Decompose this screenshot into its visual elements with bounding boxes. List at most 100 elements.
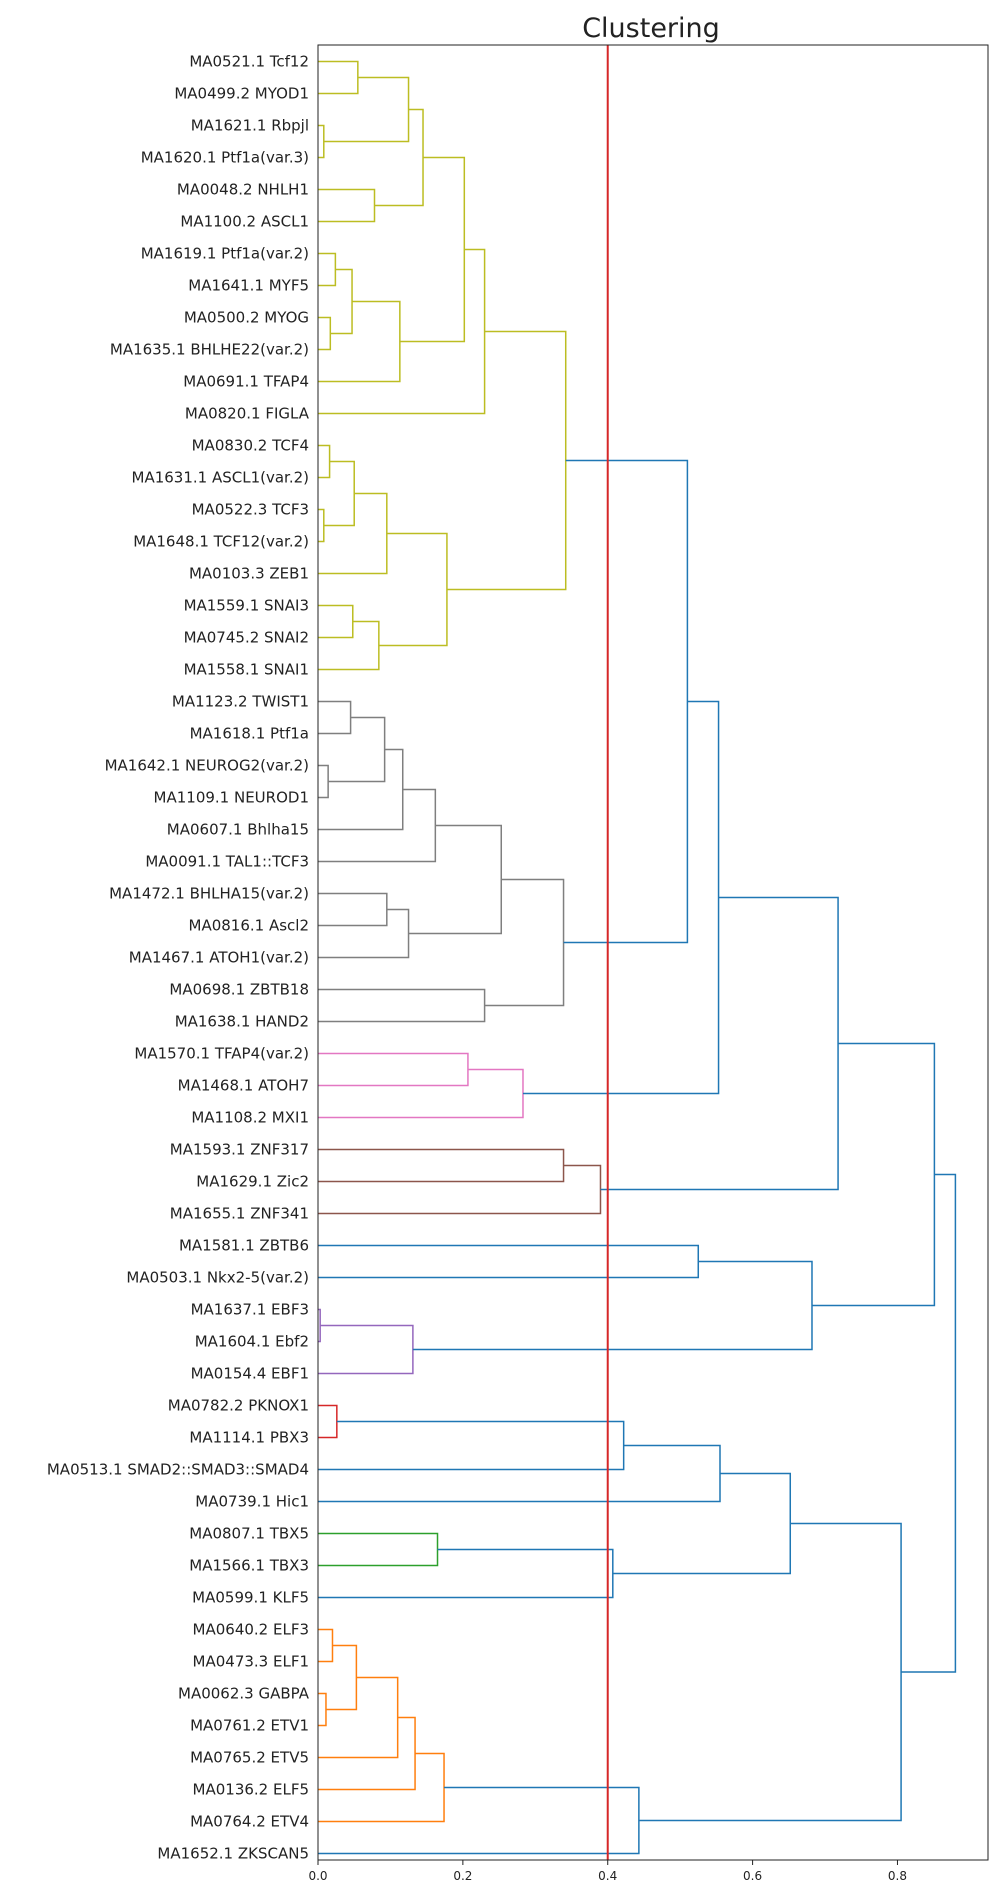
x-tick-label-2: 0.4 [598,1869,617,1883]
link-n26 [318,908,410,959]
link-n10 [399,156,466,343]
link-n52 [318,1716,416,1791]
leaf-label-ma1468-1-atoh7: MA1468.1 ATOH7 [178,1077,309,1095]
link-n6 [318,252,337,287]
leaf-label-ma0503-1-nkx2-5-var-2: MA0503.1 Nkx2-5(var.2) [126,1269,309,1287]
leaf-label-ma0062-3-gabpa: MA0062.3 GABPA [178,1685,310,1703]
leaf-label-ma0521-1-tcf12: MA0521.1 Tcf12 [189,53,309,71]
link-n47 [612,1472,792,1575]
leaf-label-ma1631-1-ascl1-var-2: MA1631.1 ASCL1(var.2) [132,469,310,487]
chart-title: Clustering [582,13,720,44]
leaf-label-ma1109-1-neurod1: MA1109.1 NEUROD1 [154,789,309,807]
link-n15 [318,492,388,575]
link-n27 [408,824,503,935]
link-n53 [318,1752,445,1823]
link-n28 [318,988,486,1023]
leaf-label-ma1618-1-ptf1a: MA1618.1 Ptf1a [190,725,309,743]
link-n29 [484,878,565,1007]
leaf-label-ma0745-2-snai2: MA0745.2 SNAI2 [184,629,309,647]
link-n42 [318,1404,338,1439]
leaf-labels: MA0521.1 Tcf12 MA0499.2 MYOD1 MA1621.1 Rbp… [47,53,310,1863]
leaf-label-ma0473-3-elf1: MA0473.3 ELF1 [193,1653,309,1671]
leaf-label-ma1581-1-zbtb6: MA1581.1 ZBTB6 [179,1237,309,1255]
leaf-label-ma0739-1-hic1: MA0739.1 Hic1 [195,1493,309,1511]
link-n32 [318,1068,524,1119]
x-tick-label-3: 0.6 [743,1869,762,1883]
leaf-label-ma0691-1-tfap4: MA0691.1 TFAP4 [183,373,309,391]
link-n17 [318,620,380,671]
link-n51 [318,1676,399,1759]
link-n50 [325,1644,358,1711]
leaf-label-ma1593-1-znf317: MA1593.1 ZNF317 [170,1141,309,1159]
leaf-label-ma1559-1-snai3: MA1559.1 SNAI3 [184,597,309,615]
link-n2 [318,124,325,159]
link-n30 [563,459,689,944]
link-n14 [323,460,355,527]
link-n21 [318,764,329,799]
leaf-label-ma1472-1-bhlha15-var-2: MA1472.1 BHLHA15(var.2) [109,885,309,903]
leaf-label-ma0765-2-etv5: MA0765.2 ETV5 [190,1749,309,1767]
dendrogram-links [318,60,957,1855]
link-n31 [318,1052,469,1087]
link-n19 [446,330,567,591]
leaf-label-ma0499-2-myod1: MA0499.2 MYOD1 [174,85,309,103]
link-n44 [318,1444,721,1503]
leaf-label-ma1629-1-zic2: MA1629.1 Zic2 [196,1173,309,1191]
leaf-label-ma1652-1-zkscan5: MA1652.1 ZKSCAN5 [157,1845,309,1863]
leaf-label-ma1620-1-ptf1a-var-3: MA1620.1 Ptf1a(var.3) [141,149,309,167]
link-n49 [318,1692,327,1727]
leaf-label-ma0048-2-nhlh1: MA0048.2 NHLH1 [177,181,309,199]
leaf-label-ma0782-2-pknox1: MA0782.2 PKNOX1 [168,1397,309,1415]
link-n12 [318,444,331,479]
link-n18 [378,532,448,647]
link-n7 [318,316,332,351]
x-axis: 0.0 0.2 0.4 0.6 0.8 [308,1860,907,1883]
leaf-label-ma1100-2-ascl1: MA1100.2 ASCL1 [180,213,309,231]
leaf-label-ma0513-1-smad2-smad3-smad4: MA0513.1 SMAD2::SMAD3::SMAD4 [47,1461,309,1479]
leaf-label-ma1655-1-znf341: MA1655.1 ZNF341 [170,1205,309,1223]
leaf-label-ma1621-1-rbpjl: MA1621.1 Rbpjl [191,117,309,135]
leaf-label-ma0761-2-etv1: MA0761.2 ETV1 [190,1717,309,1735]
link-n46 [318,1548,614,1599]
link-n33 [522,700,720,1095]
leaf-label-ma1641-1-myf5: MA1641.1 MYF5 [188,277,309,295]
leaf-label-ma1558-1-snai1: MA1558.1 SNAI1 [184,661,309,679]
leaf-label-ma0764-2-etv4: MA0764.2 ETV4 [190,1813,309,1831]
leaf-label-ma1637-1-ebf3: MA1637.1 EBF3 [191,1301,309,1319]
leaf-label-ma0820-1-figla: MA0820.1 FIGLA [185,405,310,423]
leaf-label-ma0136-2-elf5: MA0136.2 ELF5 [193,1781,309,1799]
link-n41 [811,1042,936,1307]
leaf-label-ma1566-1-tbx3: MA1566.1 TBX3 [189,1557,309,1575]
link-n13 [318,508,325,543]
leaf-label-ma0640-2-elf3: MA0640.2 ELF3 [193,1621,309,1639]
link-n11 [318,248,486,415]
x-tick-label-4: 0.8 [888,1869,907,1883]
leaf-label-ma0607-1-bhlha15: MA0607.1 Bhlha15 [167,821,309,839]
link-n54 [318,1786,640,1855]
link-n34 [318,1148,565,1183]
leaf-label-ma0830-2-tcf4: MA0830.2 TCF4 [192,437,309,455]
link-n55 [638,1522,902,1822]
leaf-label-ma0599-1-klf5: MA0599.1 KLF5 [192,1589,309,1607]
leaf-label-ma0816-1-ascl2: MA0816.1 Ascl2 [189,917,310,935]
link-n1 [318,60,359,95]
plot-frame [317,44,989,1861]
leaf-label-ma1648-1-tcf12-var-2: MA1648.1 TCF12(var.2) [133,533,309,551]
leaf-label-ma0154-4-ebf1: MA0154.4 EBF1 [191,1365,309,1383]
leaf-label-ma1108-2-mxi1: MA1108.2 MXI1 [191,1109,309,1127]
leaf-label-ma0807-1-tbx5: MA0807.1 TBX5 [189,1525,309,1543]
link-n24 [318,788,437,863]
leaf-label-ma1635-1-bhlhe22-var-2: MA1635.1 BHLHE22(var.2) [110,341,309,359]
link-n48 [318,1628,334,1663]
leaf-label-ma1114-1-pbx3: MA1114.1 PBX3 [189,1429,309,1447]
link-n23 [318,748,404,831]
link-n37 [318,1244,700,1279]
link-n3 [323,76,410,143]
link-n25 [318,892,388,927]
x-tick-label-1: 0.2 [453,1869,472,1883]
leaf-label-ma1123-2-twist1: MA1123.2 TWIST1 [172,693,309,711]
link-n45 [318,1532,439,1567]
leaf-label-ma0522-3-tcf3: MA0522.3 TCF3 [192,501,309,519]
leaf-label-ma1570-1-tfap4-var-2: MA1570.1 TFAP4(var.2) [134,1045,309,1063]
